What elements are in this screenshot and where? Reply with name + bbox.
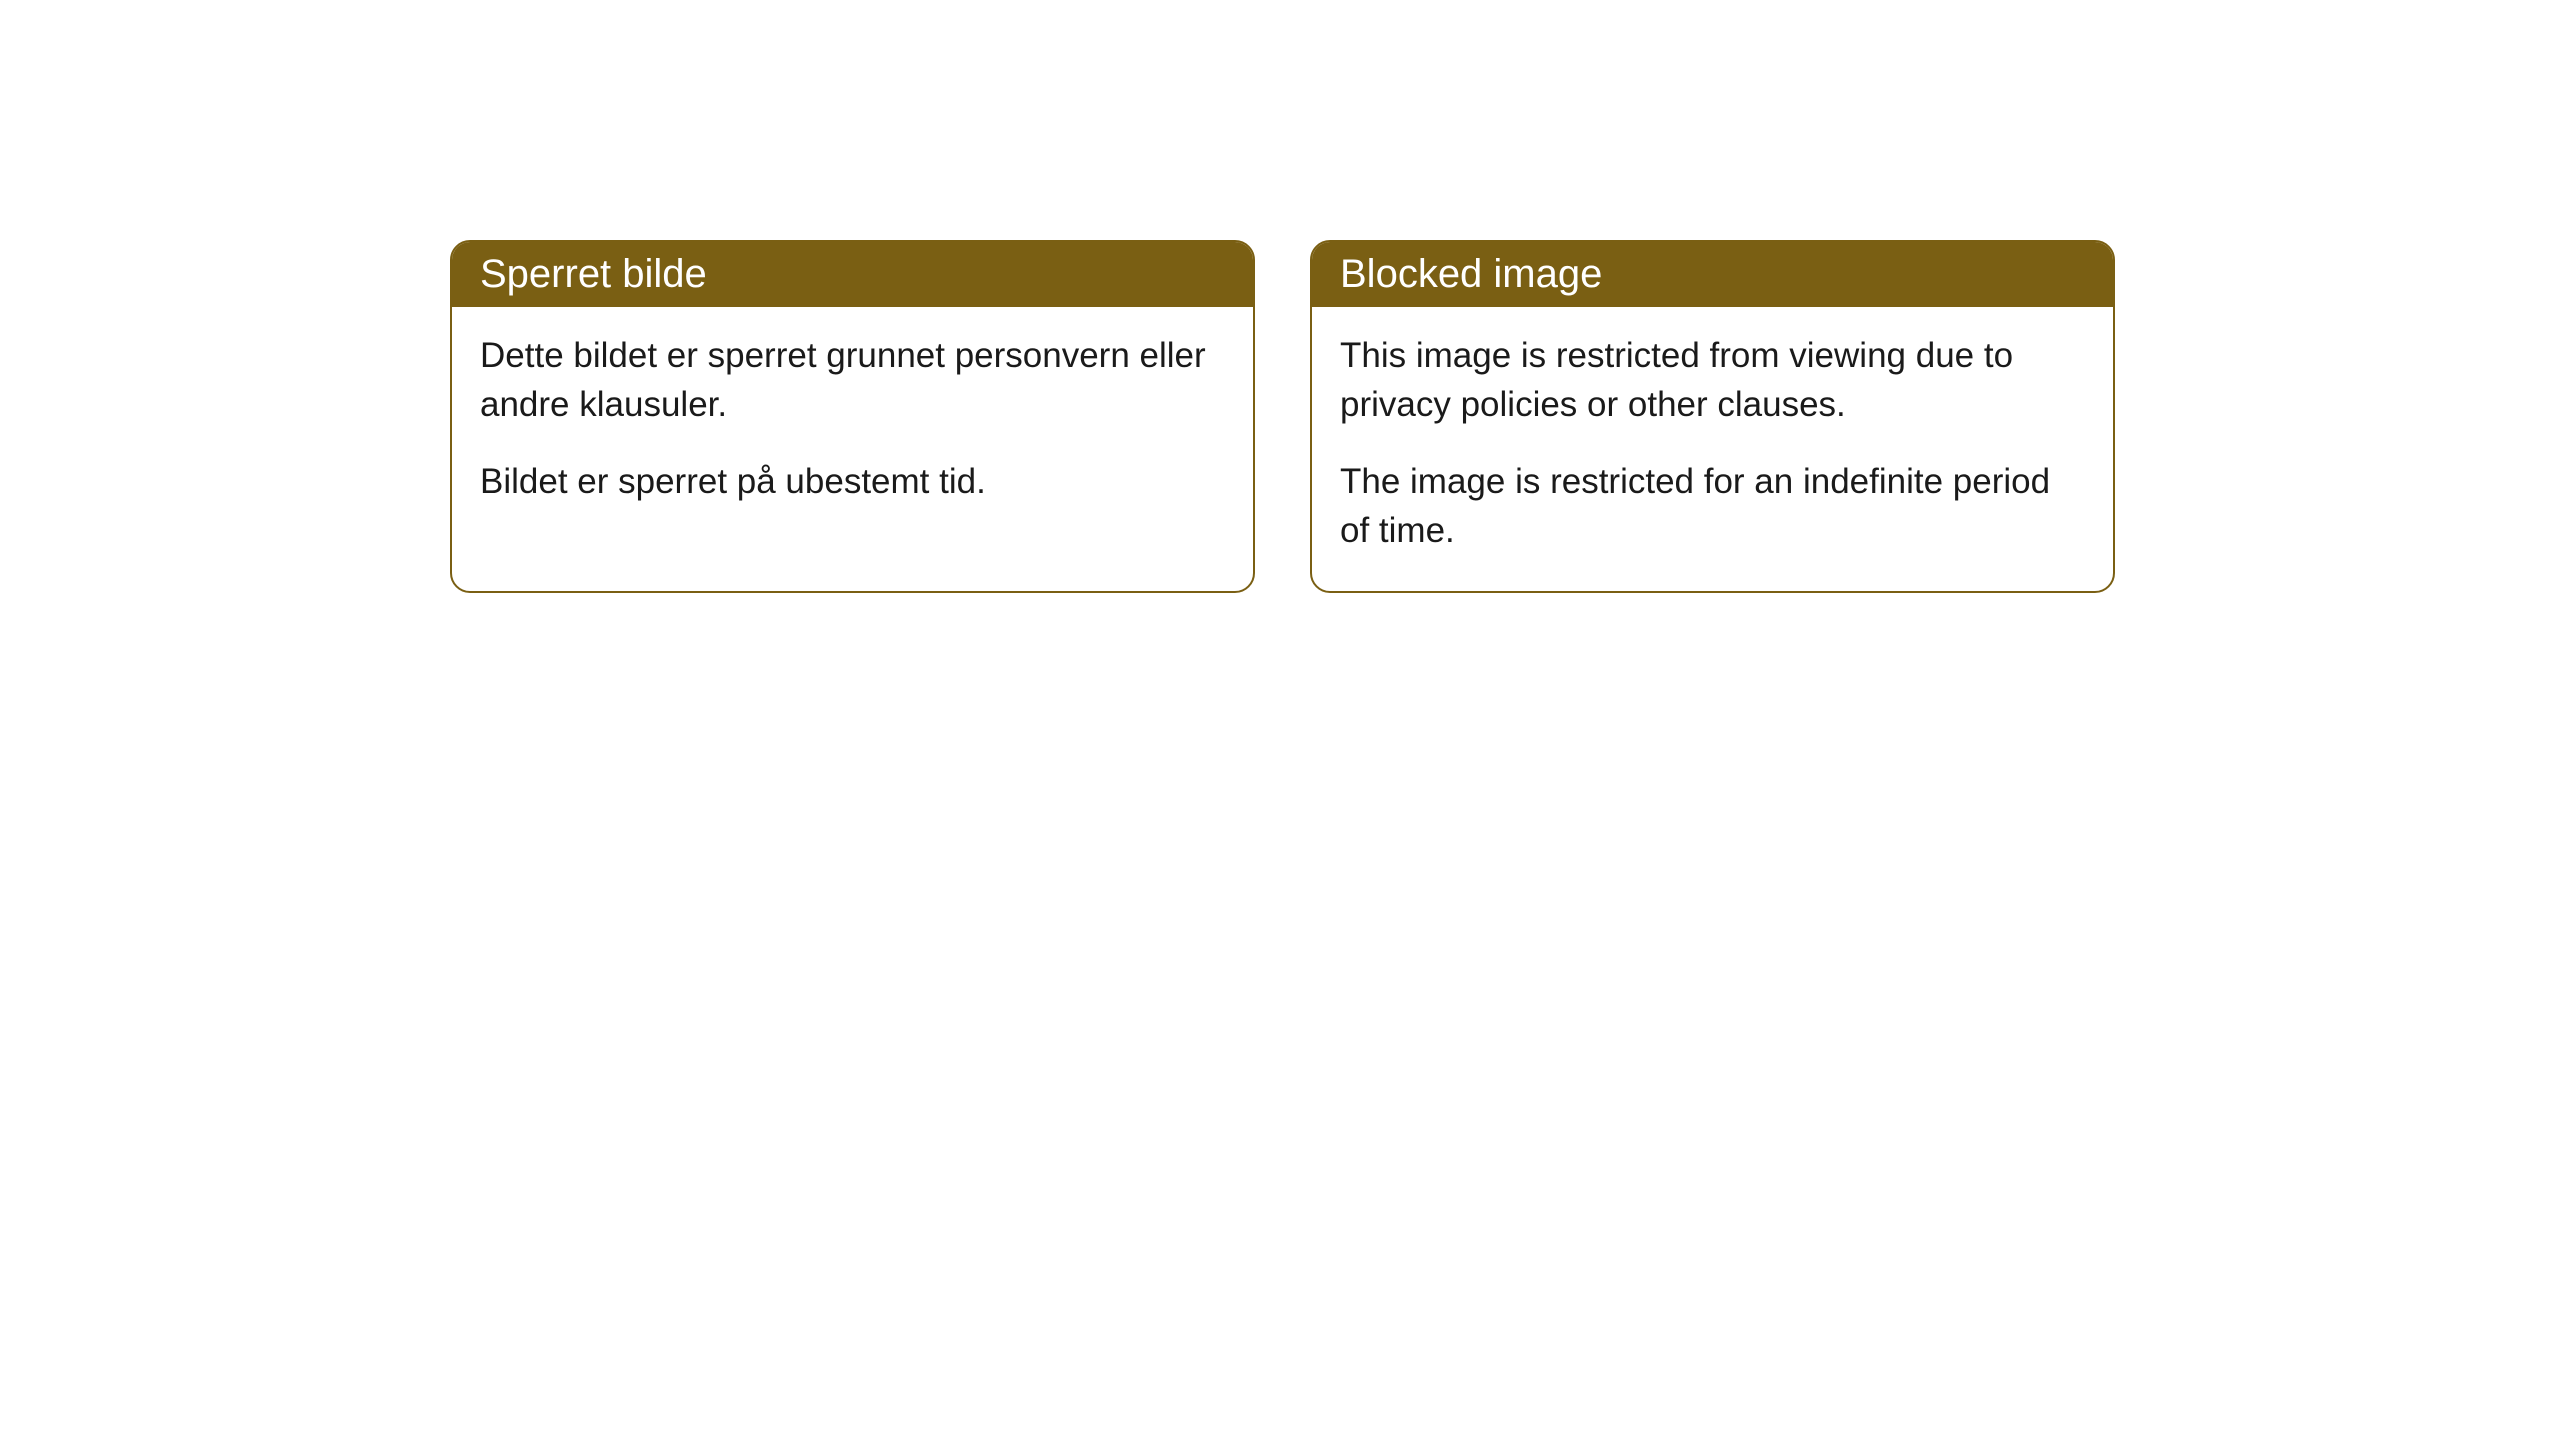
notice-card-norwegian: Sperret bilde Dette bildet er sperret gr… xyxy=(450,240,1255,593)
card-paragraph: This image is restricted from viewing du… xyxy=(1340,331,2085,429)
card-header: Sperret bilde xyxy=(452,242,1253,307)
card-body: Dette bildet er sperret grunnet personve… xyxy=(452,307,1253,542)
notice-cards-container: Sperret bilde Dette bildet er sperret gr… xyxy=(450,240,2115,593)
card-title: Blocked image xyxy=(1340,252,1602,296)
card-body: This image is restricted from viewing du… xyxy=(1312,307,2113,591)
card-paragraph: Bildet er sperret på ubestemt tid. xyxy=(480,457,1225,506)
notice-card-english: Blocked image This image is restricted f… xyxy=(1310,240,2115,593)
card-header: Blocked image xyxy=(1312,242,2113,307)
card-paragraph: The image is restricted for an indefinit… xyxy=(1340,457,2085,555)
card-title: Sperret bilde xyxy=(480,252,707,296)
card-paragraph: Dette bildet er sperret grunnet personve… xyxy=(480,331,1225,429)
